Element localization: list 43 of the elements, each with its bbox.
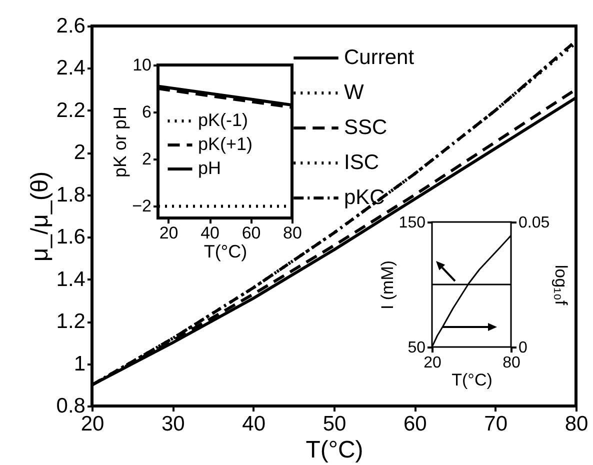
x-tick-label: 30 (161, 412, 185, 436)
x-axis-title: T(°C) (452, 370, 492, 390)
y-tick-label: 2 (74, 141, 86, 164)
legend-label: pKC (344, 186, 385, 209)
y-tick-label: 2 (142, 150, 152, 169)
y-tick-label: 2.6 (56, 14, 86, 38)
legend-label: pK(-1) (198, 110, 248, 130)
x-tick-label: 80 (283, 224, 302, 242)
x-tick-label: 60 (242, 224, 261, 242)
y2-tick-label: 0.05 (518, 214, 550, 232)
y-tick-label: 1 (74, 352, 86, 376)
legend-label: SSC (344, 116, 388, 139)
x-tick-label: 40 (242, 412, 266, 436)
y-tick-label: 150 (398, 214, 426, 232)
y-tick-label: 1.8 (56, 183, 86, 206)
y-tick-label: 1.6 (56, 226, 86, 249)
x-tick-label: 80 (502, 354, 520, 372)
y2-tick-label: 0 (518, 340, 528, 356)
y-tick-label: 2.2 (56, 98, 86, 122)
x-axis-title: T(°C) (204, 242, 248, 262)
y-tick-label: 1.2 (56, 310, 86, 334)
x-tick-label: 50 (322, 412, 346, 436)
y-tick-label: 1.4 (56, 268, 86, 291)
legend-label: pH (198, 158, 222, 178)
y-tick-label: 10 (132, 56, 152, 74)
x-tick-label: 80 (564, 412, 588, 436)
x-tick-label: 20 (159, 224, 178, 242)
legend-label: ISC (344, 151, 380, 174)
legend-label: Current (344, 46, 414, 69)
y-tick-label: 6 (142, 102, 152, 122)
x-tick-label: 70 (484, 412, 508, 436)
y2-axis-title: log₁₀f (552, 264, 571, 306)
y-tick-label: 2.4 (56, 56, 86, 80)
y-axis-title: pK or pH (110, 106, 130, 178)
y-tick-label: −2 (132, 196, 152, 216)
x-tick-label: 20 (424, 354, 442, 372)
y-axis-title: I (mM) (378, 260, 397, 310)
legend-label: pK(+1) (198, 134, 253, 154)
x-axis-title: T(°C) (306, 436, 364, 464)
y-axis-title: μ_/μ_(θ) (26, 171, 54, 262)
x-tick-label: 40 (200, 224, 220, 242)
x-tick-label: 60 (403, 412, 427, 436)
legend-label: W (344, 81, 364, 104)
